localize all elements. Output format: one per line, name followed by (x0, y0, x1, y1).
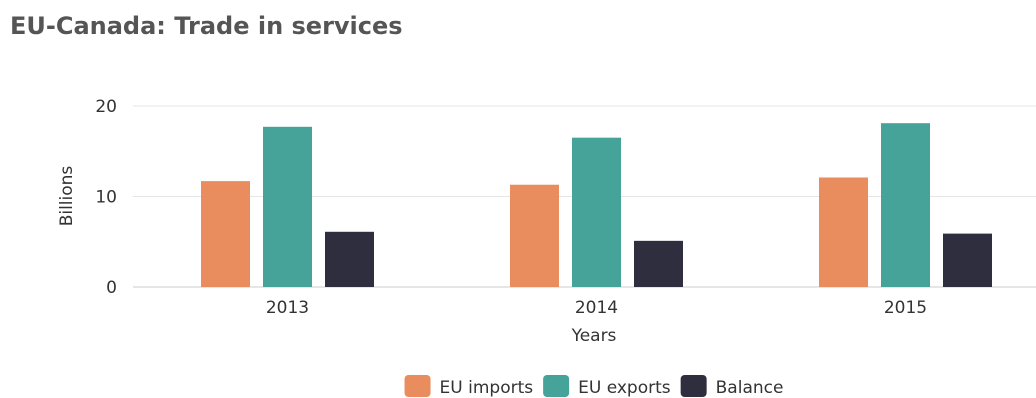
y-tick-label: 20 (95, 97, 117, 117)
bars (201, 123, 992, 287)
y-tick-label: 10 (95, 188, 117, 208)
x-tick-label: 2013 (266, 298, 309, 318)
chart-title: EU-Canada: Trade in services (10, 12, 403, 40)
bar-eu-exports-2014 (572, 137, 621, 287)
bar-eu-exports-2015 (881, 123, 930, 287)
y-tick-label: 0 (106, 278, 117, 298)
x-axis-title: Years (571, 326, 617, 346)
bar-balance-2015 (943, 233, 992, 287)
x-tick-label: 2015 (884, 298, 927, 318)
x-tick-label: 2014 (575, 298, 618, 318)
bar-balance-2013 (325, 231, 374, 287)
bar-eu-exports-2013 (263, 126, 312, 287)
legend-swatch-eu-imports (404, 375, 431, 397)
bar-balance-2014 (634, 240, 683, 287)
bar-eu-imports-2013 (201, 181, 250, 287)
legend-label-balance: Balance (716, 378, 784, 398)
bar-eu-imports-2015 (819, 177, 868, 287)
bar-eu-imports-2014 (510, 184, 559, 287)
legend-label-eu-imports: EU imports (440, 378, 534, 398)
legend: EU imports EU exports Balance (404, 375, 784, 398)
legend-label-eu-exports: EU exports (578, 378, 671, 398)
y-axis-title: Billions (57, 166, 77, 227)
legend-swatch-balance (680, 375, 707, 397)
legend-swatch-eu-exports (543, 375, 570, 397)
axes: 0 10 20 2013 2014 2015 Years Billions (57, 97, 927, 346)
